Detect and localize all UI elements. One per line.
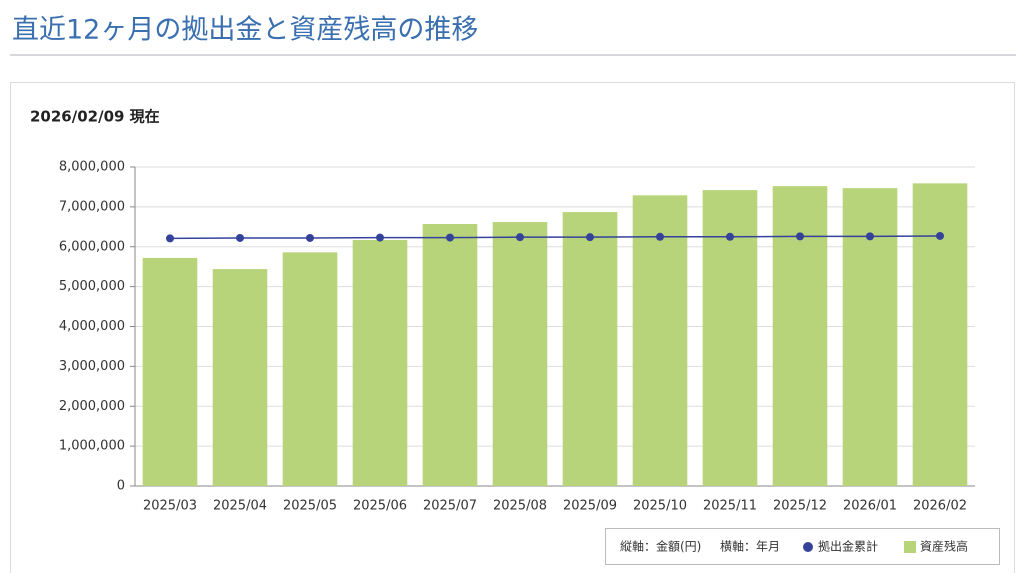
bar: [352, 239, 408, 486]
y-tick-label: 8,000,000: [59, 160, 125, 175]
line-point: [866, 232, 874, 241]
line-point: [376, 233, 384, 242]
legend-axis-note: 縦軸：金額(円): [620, 539, 701, 554]
x-tick-label: 2025/09: [563, 499, 617, 514]
x-tick-label: 2026/02: [913, 499, 967, 514]
legend-label: 資産残高: [920, 539, 968, 554]
legend-marker: [904, 541, 917, 553]
bar: [492, 222, 548, 486]
x-tick-label: 2025/12: [773, 499, 827, 514]
line-point: [446, 233, 454, 242]
bar: [772, 186, 828, 486]
bar: [282, 252, 338, 486]
page-title: 直近12ヶ月の拠出金と資産残高の推移: [12, 15, 478, 46]
line-point: [656, 232, 664, 241]
bar: [212, 269, 268, 486]
x-tick-label: 2026/01: [843, 499, 897, 514]
bar: [632, 195, 688, 486]
y-tick-label: 4,000,000: [59, 319, 125, 334]
y-tick-label: 3,000,000: [59, 359, 125, 374]
as-of-date: 2026/02/09 現在: [30, 108, 160, 126]
x-tick-label: 2025/10: [633, 499, 687, 514]
y-tick-label: 5,000,000: [59, 279, 125, 294]
bar: [142, 257, 198, 486]
y-tick-label: 1,000,000: [59, 439, 125, 454]
bar: [422, 224, 478, 487]
line-point: [726, 232, 734, 241]
y-tick-label: 0: [117, 479, 125, 494]
x-tick-label: 2025/05: [283, 499, 337, 514]
line-point: [236, 233, 244, 242]
bar: [912, 183, 968, 486]
x-tick-label: 2025/11: [703, 499, 757, 514]
line-point: [796, 232, 804, 241]
y-tick-label: 6,000,000: [59, 239, 125, 254]
line-point: [516, 233, 524, 242]
x-tick-label: 2025/08: [493, 499, 547, 514]
x-tick-label: 2025/06: [353, 499, 407, 514]
legend-label: 拠出金累計: [818, 539, 878, 554]
y-tick-label: 7,000,000: [59, 199, 125, 214]
y-tick-label: 2,000,000: [59, 399, 125, 414]
line: [169, 235, 941, 240]
legend: [605, 528, 1000, 565]
line-point: [306, 233, 314, 242]
line-point: [586, 233, 594, 242]
x-tick-label: 2025/03: [143, 499, 197, 514]
legend-marker: [803, 542, 813, 552]
bar: [562, 212, 618, 486]
line-point: [166, 234, 174, 243]
x-tick-label: 2025/07: [423, 499, 477, 514]
legend-axis-note: 横軸：年月: [720, 540, 780, 554]
line-point: [936, 231, 944, 240]
x-tick-label: 2025/04: [213, 499, 267, 514]
